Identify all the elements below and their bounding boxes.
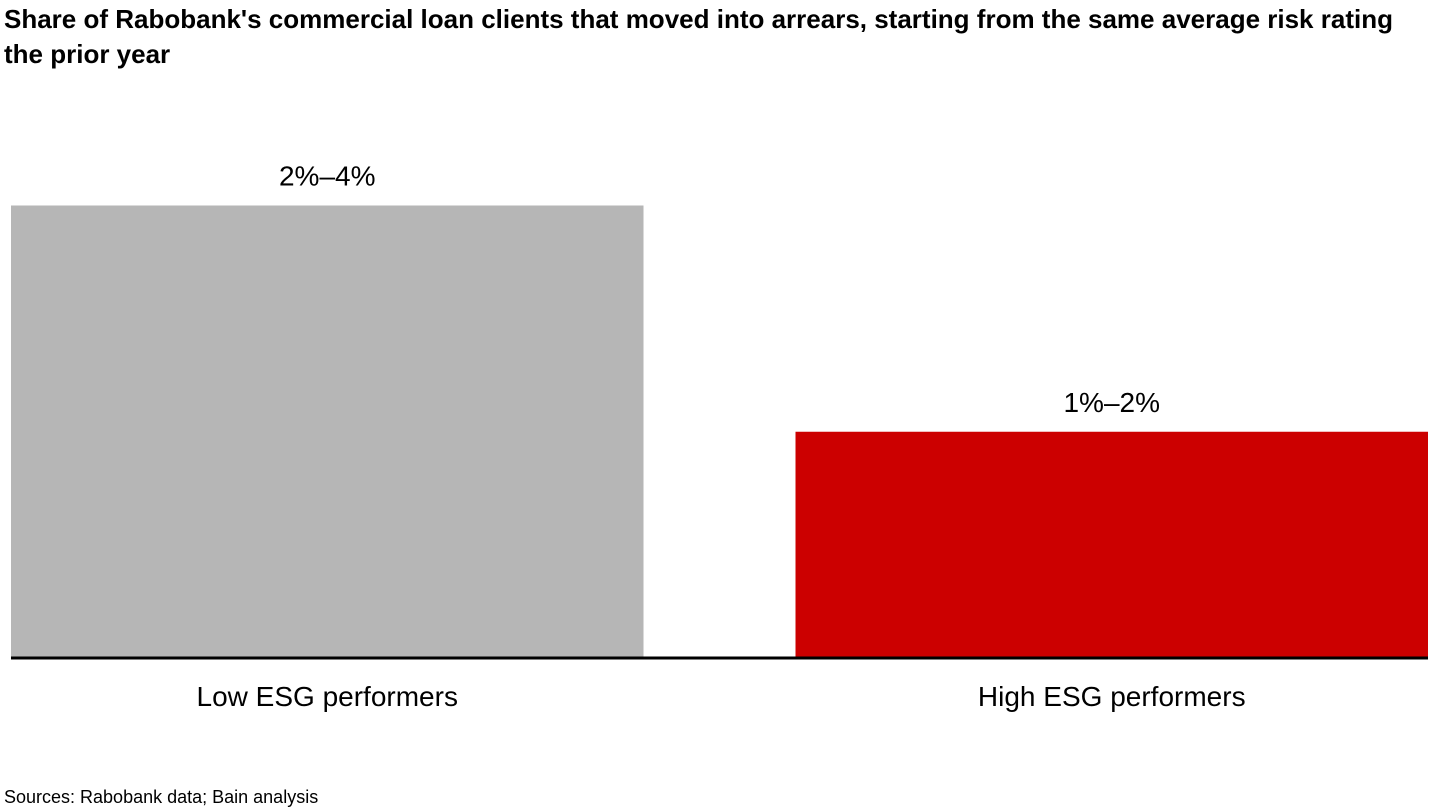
labels-layer: 2%–4% Low ESG performers 1%–2% High ESG per…: [197, 161, 1246, 713]
bar-2: [795, 431, 1428, 658]
category-label-2: High ESG performers: [978, 681, 1246, 712]
source-note: Sources: Rabobank data; Bain analysis: [4, 787, 319, 807]
bar-1: [11, 205, 644, 658]
bars-layer: [11, 205, 1428, 658]
chart-title: Share of Rabobank's commercial loan clie…: [4, 4, 1393, 69]
data-label-1: 2%–4%: [279, 161, 376, 192]
category-label-1: Low ESG performers: [197, 681, 458, 712]
data-label-2: 1%–2%: [1063, 387, 1160, 418]
